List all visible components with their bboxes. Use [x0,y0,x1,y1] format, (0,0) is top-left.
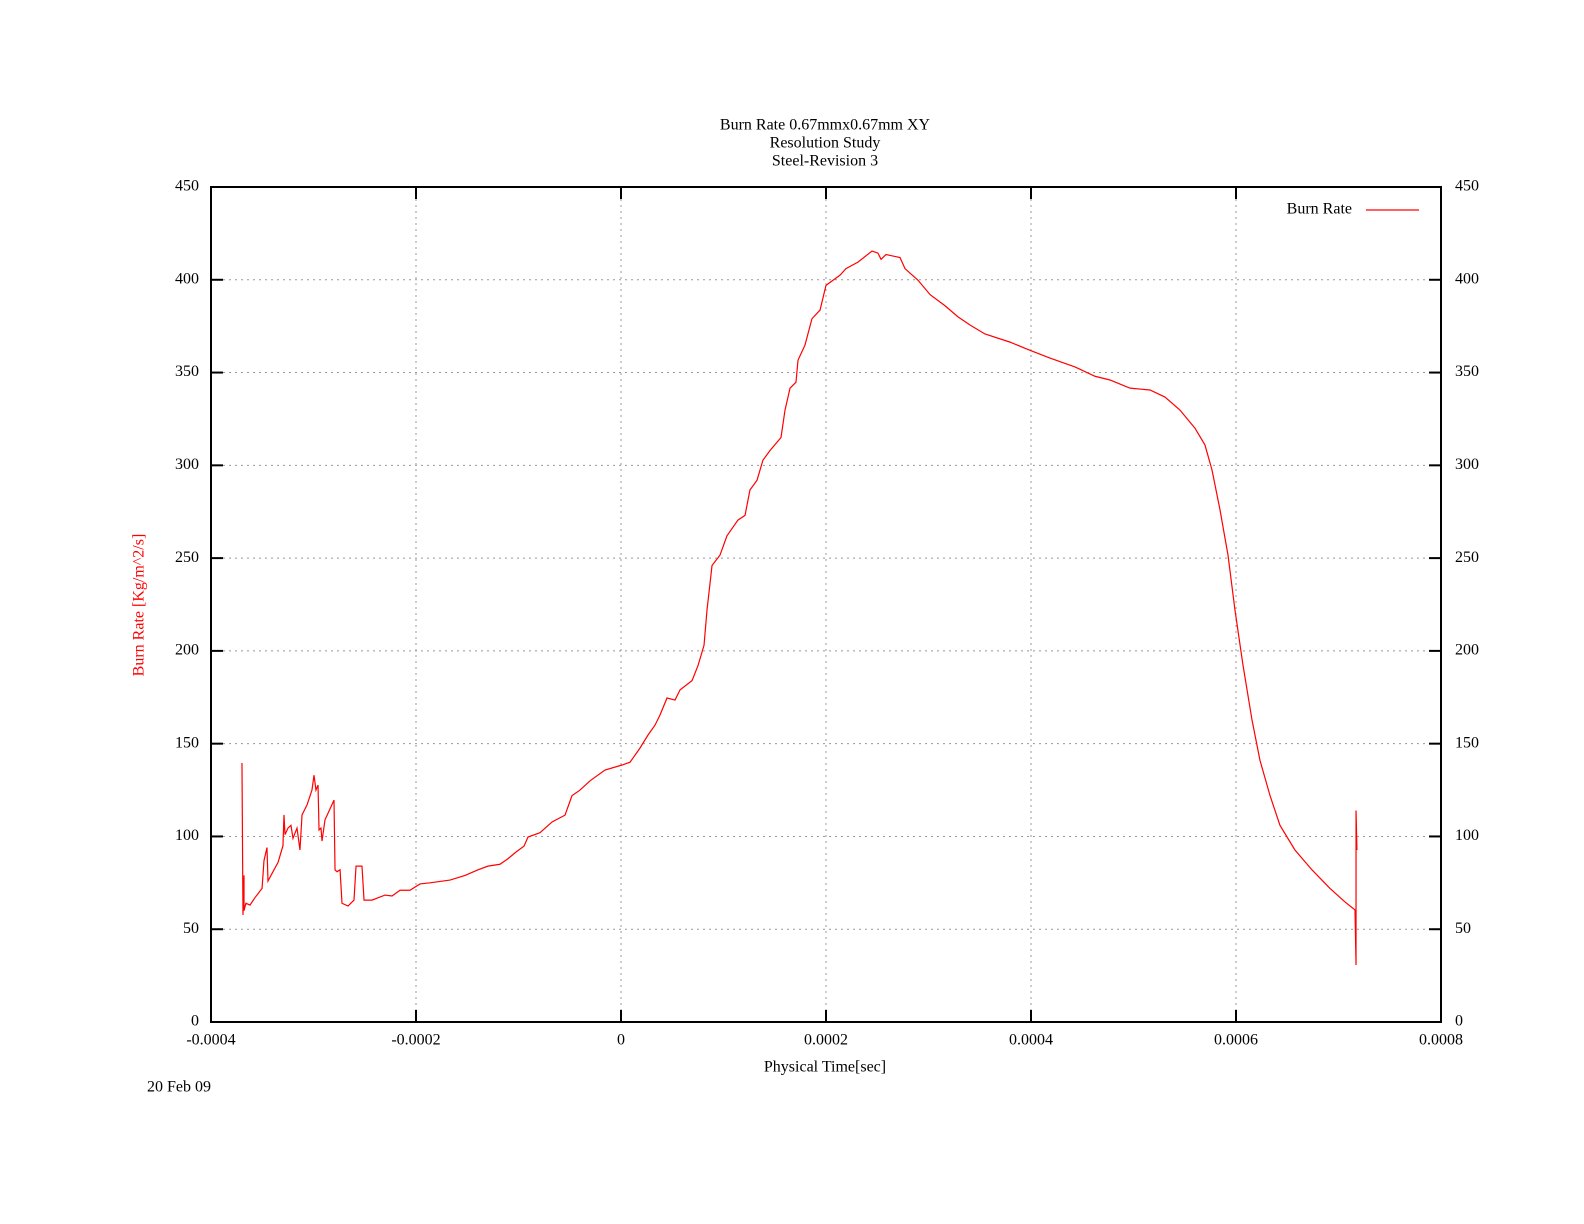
date-label: 20 Feb 09 [147,1079,211,1096]
x-axis-label: Physical Time[sec] [764,1059,886,1076]
chart-subtitle: Steel-Revision 3 [772,153,878,170]
y-tick-label: 100 [175,827,199,844]
y2-tick-label: 150 [1455,734,1479,751]
y-tick-label: 300 [175,456,199,473]
y2-tick-label: 100 [1455,827,1479,844]
y-tick-label: 250 [175,549,199,566]
y-tick-label: 0 [191,1013,199,1030]
y2-tick-label: 350 [1455,363,1479,380]
y-tick-label: 50 [183,920,199,937]
chart-title: Burn Rate 0.67mmx0.67mm XY [720,117,931,134]
y-tick-label: 200 [175,642,199,659]
y-tick-label: 150 [175,734,199,751]
x-tick-label: -0.0002 [391,1032,440,1049]
y2-tick-label: 200 [1455,642,1479,659]
data-line [241,250,1358,966]
y2-tick-label: 250 [1455,549,1479,566]
y-tick-label: 350 [175,363,199,380]
y2-tick-label: 50 [1455,920,1471,937]
y-tick-label: 400 [175,270,199,287]
plot-frame [210,186,1442,1023]
y2-tick-label: 450 [1455,178,1479,195]
x-tick-label: 0.0004 [1009,1032,1053,1049]
y-axis-label: Burn Rate [Kg/m^2/s] [131,534,148,677]
chart-subtitle: Resolution Study [770,135,881,152]
x-tick-label: 0.0006 [1214,1032,1258,1049]
y-tick-label: 450 [175,178,199,195]
x-tick-label: 0 [617,1032,625,1049]
y2-tick-label: 400 [1455,270,1479,287]
y2-tick-label: 300 [1455,456,1479,473]
legend-label: Burn Rate [1287,201,1352,218]
x-tick-label: -0.0004 [186,1032,235,1049]
x-tick-label: 0.0008 [1419,1032,1463,1049]
x-tick-label: 0.0002 [804,1032,848,1049]
y2-tick-label: 0 [1455,1013,1463,1030]
